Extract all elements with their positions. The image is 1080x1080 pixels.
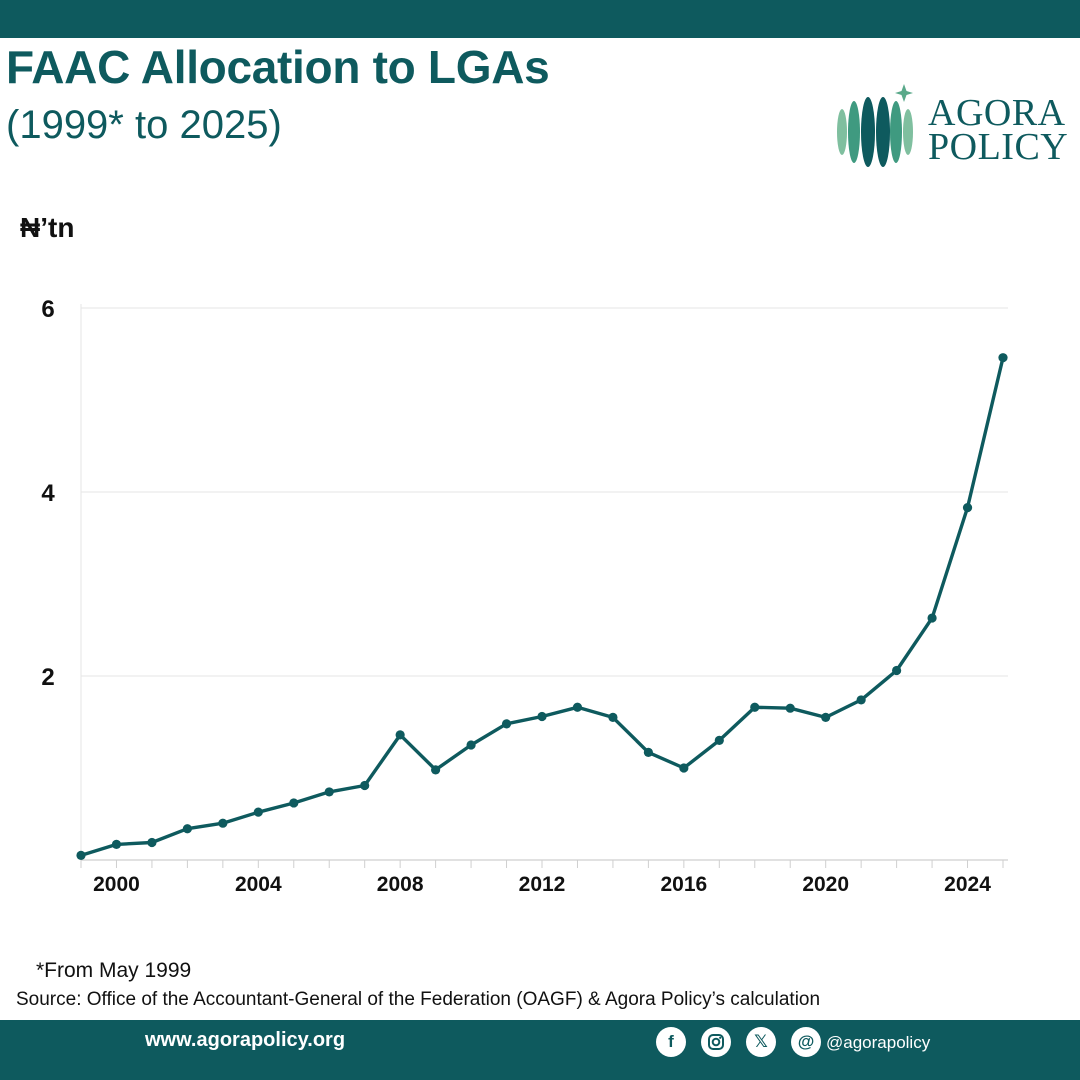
data-point-2008 [395, 730, 405, 740]
source-note: Source: Office of the Accountant-General… [16, 989, 821, 1010]
data-point-2010 [466, 740, 476, 750]
threads-icon[interactable]: @ [791, 1027, 821, 1057]
data-point-2024 [962, 503, 973, 513]
logo-text: AGORA POLICY [928, 92, 1069, 168]
data-point-2016 [679, 763, 689, 773]
top-bar [0, 0, 1080, 38]
data-point-2021 [856, 695, 866, 705]
data-point-2007 [360, 780, 370, 791]
bottom-bar [0, 1020, 1080, 1080]
data-point-2017 [714, 735, 724, 745]
data-point-2020 [821, 712, 831, 722]
data-point-2005 [289, 798, 299, 808]
footnote: *From May 1999 [36, 959, 192, 982]
data-point-2022 [892, 665, 902, 676]
x-tick-label: 2000 [93, 873, 140, 896]
data-point-2002 [182, 824, 192, 834]
facebook-icon[interactable]: f [656, 1027, 686, 1057]
x-tick-label: 2008 [377, 873, 424, 896]
data-point-2012 [537, 711, 547, 722]
x-tick-label: 2016 [660, 873, 707, 896]
series-line [79, 355, 1005, 858]
agora-policy-logo [832, 82, 1080, 174]
data-point-2004 [253, 807, 263, 817]
chart-subtitle: (1999* to 2025) [6, 103, 282, 147]
data-point-2000 [111, 839, 122, 849]
data-point-2009 [431, 765, 441, 775]
data-point-1999 [76, 850, 86, 861]
data-point-2001 [147, 837, 157, 848]
x-tick-label: 2012 [519, 873, 566, 896]
data-point-2018 [750, 702, 760, 712]
x-tick-label: 2004 [235, 873, 282, 896]
social-icons: f 𝕏 @ [656, 1026, 836, 1058]
x-tick-label: 2024 [944, 873, 991, 896]
data-point-2011 [501, 719, 512, 729]
logo-line-2: POLICY [928, 126, 1069, 168]
y-tick-label: 4 [41, 480, 55, 507]
data-point-2019 [785, 703, 795, 713]
social-handle[interactable]: @agorapolicy [826, 1033, 931, 1052]
data-point-2013 [572, 702, 583, 712]
instagram-icon[interactable] [701, 1027, 731, 1057]
logo-mark [837, 84, 913, 167]
data-point-2023 [927, 613, 937, 623]
y-tick-label: 6 [41, 296, 54, 323]
line-chart: 2 4 6 2000 2004 2008 2012 2016 2020 2024 [41, 296, 1008, 896]
data-point-2015 [643, 747, 653, 757]
x-tick-label: 2020 [802, 873, 849, 896]
data-point-2003 [218, 818, 228, 828]
data-point-2025 [998, 353, 1008, 363]
data-point-2006 [324, 787, 334, 797]
data-point-2014 [608, 712, 618, 722]
y-axis-unit-label: ₦’tn [20, 212, 75, 243]
chart-title: FAAC Allocation to LGAs [6, 41, 550, 93]
x-icon[interactable]: 𝕏 [746, 1027, 776, 1057]
website-link[interactable]: www.agorapolicy.org [145, 1029, 346, 1051]
logo-line-1: AGORA [928, 92, 1066, 134]
y-tick-label: 2 [41, 664, 54, 691]
